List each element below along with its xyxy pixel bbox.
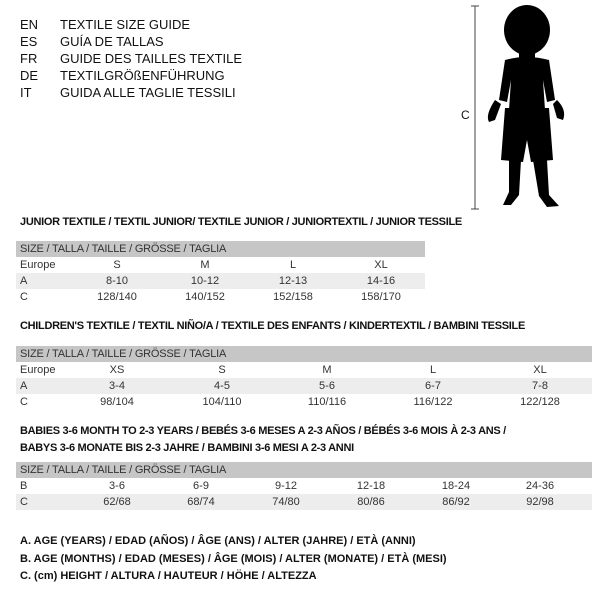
table-row: C 128/140 140/152 152/158 158/170 bbox=[16, 289, 425, 305]
table-title: JUNIOR TEXTILE / TEXTIL JUNIOR/ TEXTILE … bbox=[20, 216, 462, 228]
language-code: ES bbox=[20, 34, 38, 49]
table-cell: 98/104 bbox=[100, 396, 134, 408]
table-row: A 3-4 4-5 5-6 6-7 7-8 bbox=[16, 378, 592, 394]
row-label: C bbox=[20, 396, 28, 408]
table-cell: XS bbox=[109, 364, 125, 376]
row-label: Europe bbox=[20, 364, 56, 376]
table-title-line2: BABYS 3-6 MONATE BIS 2-3 JAHRE / BAMBINI… bbox=[20, 442, 354, 454]
language-code: DE bbox=[20, 68, 39, 83]
language-title: TEXTILGRÖßENFÜHRUNG bbox=[60, 68, 225, 83]
table-cell: 74/80 bbox=[272, 496, 300, 508]
table-cell: 62/68 bbox=[103, 496, 131, 508]
language-title: TEXTILE SIZE GUIDE bbox=[60, 17, 191, 32]
table-cell: 12-13 bbox=[278, 275, 308, 287]
table-cell: 80/86 bbox=[357, 496, 385, 508]
table-row: B 3-6 6-9 9-12 12-18 18-24 24-36 bbox=[16, 478, 592, 494]
size-table: SIZE / TALLA / TAILLE / GRÖSSE / TAGLIA E… bbox=[16, 346, 592, 410]
table-cell: XL bbox=[374, 259, 388, 271]
table-cell: M bbox=[322, 364, 332, 376]
table-header: SIZE / TALLA / TAILLE / GRÖSSE / TAGLIA bbox=[16, 462, 592, 478]
row-label: A bbox=[20, 380, 28, 392]
language-title: GUÍA DE TALLAS bbox=[60, 34, 164, 49]
table-row: C 98/104 104/110 110/116 116/122 122/128 bbox=[16, 394, 592, 410]
child-silhouette-figure: C bbox=[455, 0, 600, 215]
table-cell: 158/170 bbox=[361, 291, 401, 303]
table-header: SIZE / TALLA / TAILLE / GRÖSSE / TAGLIA bbox=[16, 346, 592, 362]
table-title: CHILDREN'S TEXTILE / TEXTIL NIÑO/A / TEX… bbox=[20, 320, 525, 332]
table-cell: S bbox=[218, 364, 226, 376]
table-cell: 14-16 bbox=[366, 275, 396, 287]
table-cell: M bbox=[200, 259, 210, 271]
child-silhouette-icon bbox=[471, 5, 565, 210]
table-cell: 128/140 bbox=[97, 291, 137, 303]
row-label: Europe bbox=[20, 259, 56, 271]
table-cell: 68/74 bbox=[187, 496, 215, 508]
table-cell: 6-7 bbox=[425, 380, 441, 392]
language-code: IT bbox=[20, 85, 32, 100]
row-label: C bbox=[20, 291, 28, 303]
table-cell: 12-18 bbox=[356, 480, 386, 492]
table-cell: 3-4 bbox=[109, 380, 125, 392]
legend-line: A. AGE (YEARS) / EDAD (AÑOS) / ÂGE (ANS)… bbox=[20, 535, 416, 547]
table-cell: 116/122 bbox=[413, 396, 453, 408]
table-cell: 10-12 bbox=[190, 275, 220, 287]
language-code: FR bbox=[20, 51, 38, 66]
legend-line: C. (cm) HEIGHT / ALTURA / HAUTEUR / HÖHE… bbox=[20, 570, 317, 582]
table-cell: 110/116 bbox=[307, 396, 347, 408]
row-label: A bbox=[20, 275, 28, 287]
table-cell: 6-9 bbox=[193, 480, 209, 492]
row-label: B bbox=[20, 480, 28, 492]
table-row: A 8-10 10-12 12-13 14-16 bbox=[16, 273, 425, 289]
table-cell: 152/158 bbox=[273, 291, 313, 303]
table-cell: 86/92 bbox=[442, 496, 470, 508]
table-row: Europe S M L XL bbox=[16, 257, 425, 273]
table-cell: 8-10 bbox=[105, 275, 129, 287]
table-cell: 7-8 bbox=[532, 380, 548, 392]
size-table: SIZE / TALLA / TAILLE / GRÖSSE / TAGLIA B… bbox=[16, 462, 592, 510]
legend-line: B. AGE (MONTHS) / EDAD (MESES) / ÂGE (MO… bbox=[20, 553, 447, 565]
table-row: C 62/68 68/74 74/80 80/86 86/92 92/98 bbox=[16, 494, 592, 510]
table-title: BABIES 3-6 MONTH TO 2-3 YEARS / BEBÉS 3-… bbox=[20, 425, 506, 437]
table-cell: 18-24 bbox=[441, 480, 471, 492]
language-title: GUIDA ALLE TAGLIE TESSILI bbox=[60, 85, 236, 100]
table-cell: 122/128 bbox=[520, 396, 560, 408]
size-table: SIZE / TALLA / TAILLE / GRÖSSE / TAGLIA E… bbox=[16, 241, 425, 305]
table-cell: 3-6 bbox=[109, 480, 125, 492]
height-measure-label: C bbox=[461, 108, 470, 122]
table-cell: 24-36 bbox=[525, 480, 555, 492]
table-cell: 92/98 bbox=[526, 496, 554, 508]
table-header: SIZE / TALLA / TAILLE / GRÖSSE / TAGLIA bbox=[16, 241, 425, 257]
language-title: GUIDE DES TAILLES TEXTILE bbox=[60, 51, 243, 66]
table-cell: L bbox=[429, 364, 437, 376]
table-cell: 9-12 bbox=[274, 480, 298, 492]
table-cell: 140/152 bbox=[185, 291, 225, 303]
table-row: Europe XS S M L XL bbox=[16, 362, 592, 378]
table-cell: 4-5 bbox=[214, 380, 230, 392]
language-code: EN bbox=[20, 17, 39, 32]
row-label: C bbox=[20, 496, 28, 508]
table-cell: XL bbox=[533, 364, 547, 376]
table-cell: L bbox=[289, 259, 297, 271]
table-cell: 5-6 bbox=[319, 380, 335, 392]
table-cell: 104/110 bbox=[202, 396, 242, 408]
table-cell: S bbox=[113, 259, 121, 271]
